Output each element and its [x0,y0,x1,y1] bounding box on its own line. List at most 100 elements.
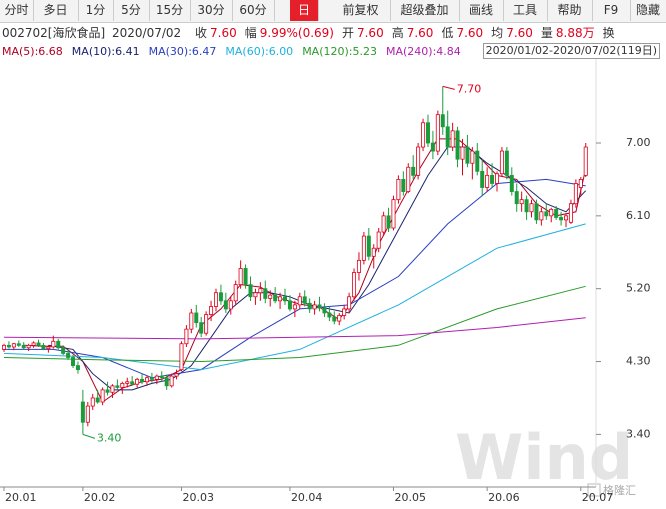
candle-body [189,312,194,330]
candle-body [554,208,559,218]
logo-text: 格隆汇 [603,483,636,497]
x-tick-label: 20.07 [582,491,614,504]
field-value: 9.99%(0.69) [259,26,334,40]
candle-body [317,304,322,309]
candle-body [263,288,268,299]
candle-body [130,381,135,385]
candle-body [75,365,80,371]
candle-body [509,174,514,192]
candle-body [71,357,76,366]
candle-body [475,150,480,172]
ma-line [3,285,586,363]
candle-body [499,150,504,175]
candle-body [140,378,145,383]
candle-body [80,401,85,423]
candle-body [302,296,307,304]
field-value: 7.60 [456,26,484,40]
candle-body [583,146,588,176]
toolbar-button[interactable]: 画线 [459,0,504,21]
candle-body [184,328,189,345]
candle-body [307,302,312,310]
candle-body [485,174,490,188]
candle-body [21,344,26,349]
toolbar-button[interactable]: 超级叠加 [390,0,460,21]
legend-entry: MA(5):6.68 [2,45,63,58]
candle-body [549,208,554,217]
ma-line [48,146,587,391]
candle-body [154,375,159,380]
candle-body [524,199,529,213]
field-label: 高 [391,26,404,40]
field-label: 均 [491,26,504,40]
field-value: 7.60 [506,26,533,40]
candle-body [396,179,401,201]
candle-body [213,292,218,307]
candle-body [411,166,416,176]
quote-date: 2020/07/02 [112,26,182,40]
toolbar-button[interactable]: 分时 [0,0,34,21]
toolbar-button[interactable]: 帮助 [547,0,593,21]
candle-body [450,130,455,148]
candle-body [223,300,228,310]
candle-body [199,322,204,334]
x-tick-label: 20.05 [394,491,426,504]
candle-body [490,174,495,184]
quote-bar: 002702[海欣食品] 2020/07/02 收 7.60 幅 9.99%(0.69… [2,24,618,42]
candle-body [514,191,519,205]
candle-body [169,375,174,387]
y-tick-label: 6.10 [626,209,651,222]
candle-body [159,375,164,379]
candle-body [421,122,426,148]
candle-body [435,114,440,152]
candle-body [347,296,352,310]
y-tick-label: 3.40 [626,427,651,440]
toolbar-button[interactable]: F9 [592,0,631,21]
candle-body [100,389,105,403]
candle-body [120,382,125,388]
candle-body [430,142,435,152]
ma-line [4,178,586,379]
watermark: Wind [455,421,633,494]
legend-entry: MA(240):4.84 [385,45,461,58]
toolbar-button[interactable]: 1分 [78,0,114,21]
candle-body [371,247,376,257]
annotation-label: 3.40 [97,431,122,444]
candle-body [164,377,169,387]
toolbar-button[interactable]: 30分 [190,0,233,21]
candle-body [51,340,56,348]
candle-body [66,353,71,358]
candle-body [16,343,21,346]
candle-body [465,146,470,164]
candle-body [110,385,115,393]
candle-body [41,344,46,349]
candle-body [174,373,179,377]
stock-code: 002702[海欣食品] [2,26,106,40]
toolbar-button[interactable]: 前复权 [331,0,391,21]
toolbar: 分时 多日 1分 5分 15分 30分 60分日前复权 超级叠加 画线 工具 帮助 F9 隐藏 [0,0,666,23]
toolbar-button[interactable]: 多日 [33,0,79,21]
candle-body [297,296,302,306]
ma-line [3,317,586,340]
candle-body [564,215,569,221]
x-tick-label: 20.04 [291,491,323,504]
ma-line [3,223,586,371]
toolbar-button[interactable]: 15分 [149,0,191,21]
candle-body [85,405,90,423]
candle-body [480,170,485,188]
toolbar-button[interactable]: 60分 [232,0,275,21]
candle-body [539,211,544,221]
toolbar-button[interactable]: 日 [290,0,319,21]
candle-body [416,146,421,176]
candle-body [376,231,381,249]
toolbar-button[interactable]: 隐藏 [630,0,666,21]
toolbar-button[interactable]: 5分 [113,0,150,21]
x-tick-label: 20.02 [84,491,116,504]
candle-body [268,294,273,299]
candle-body [327,312,332,318]
ma-legend: MA(5):6.68 MA(10):6.41 MA(30):6.47 MA(60):6… [2,44,470,60]
legend-entry: MA(120):5.23 [302,45,377,58]
toolbar-button[interactable]: 工具 [503,0,548,21]
candle-body [36,342,41,346]
